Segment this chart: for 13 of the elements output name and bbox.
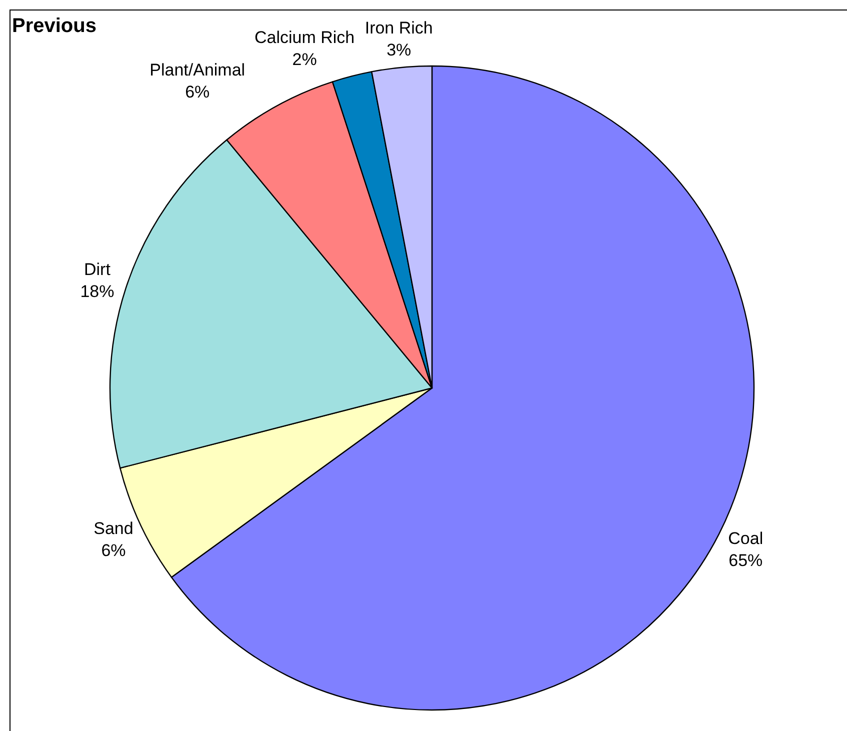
slice-label: Dirt xyxy=(84,260,111,280)
data-label: 18% xyxy=(80,282,114,302)
slice-label: Calcium Rich xyxy=(254,28,355,48)
data-label: 6% xyxy=(185,82,210,102)
chart-title: Previous xyxy=(12,15,96,37)
data-label: 65% xyxy=(728,550,763,570)
data-label: 3% xyxy=(386,40,412,60)
slice-label: Sand xyxy=(94,518,134,538)
data-label: 2% xyxy=(292,50,317,70)
slice-label: Coal xyxy=(728,528,764,548)
slice-label: Iron Rich xyxy=(364,18,433,38)
data-label: 6% xyxy=(101,540,126,560)
slice-label: Plant/Animal xyxy=(150,60,246,80)
